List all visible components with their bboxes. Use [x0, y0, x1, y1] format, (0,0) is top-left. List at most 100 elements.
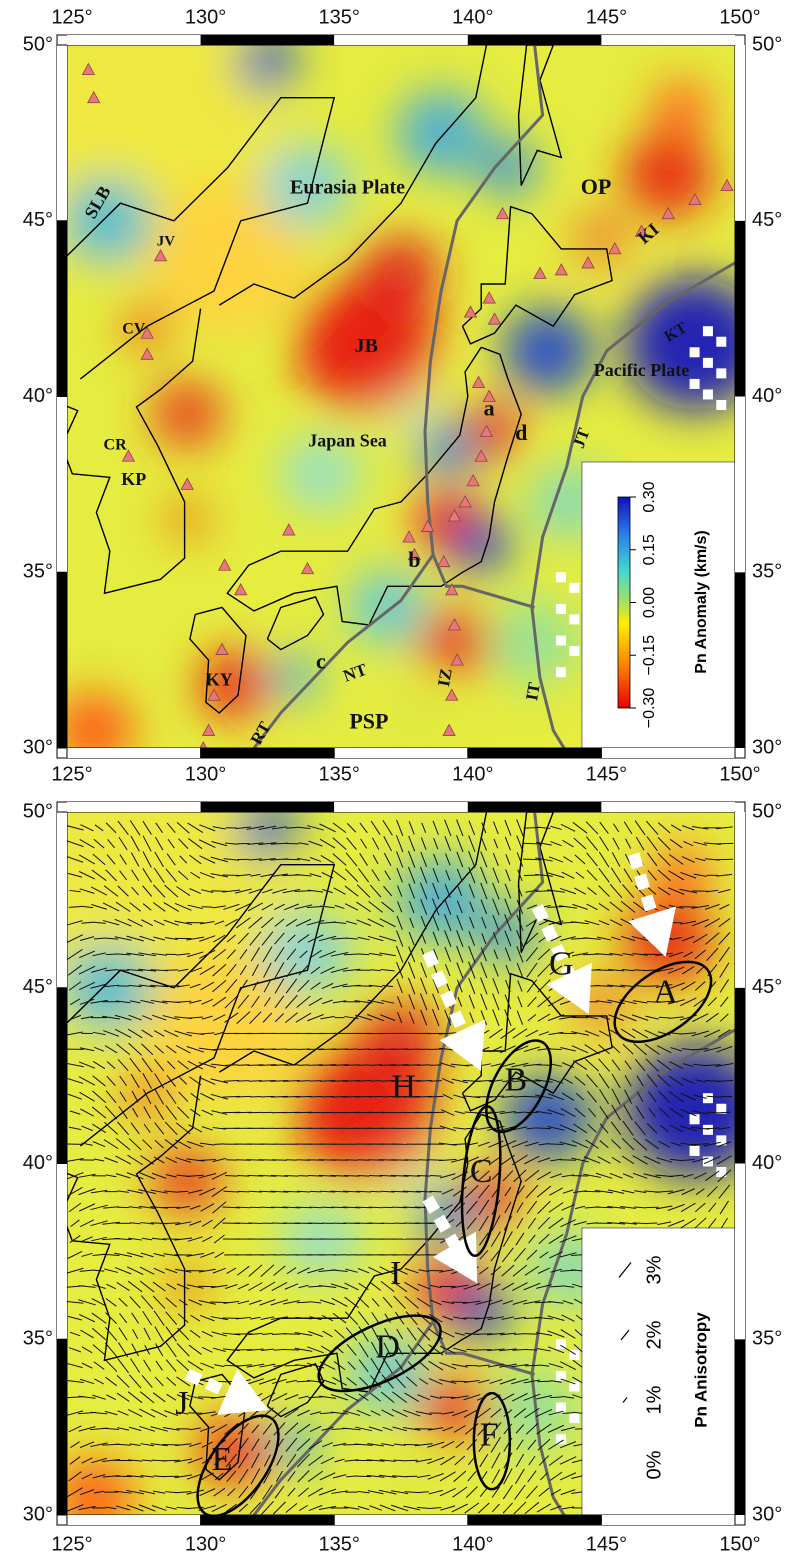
- anisotropy-bar: [79, 1489, 95, 1496]
- anisotropy-bar: [414, 1095, 433, 1098]
- volcano: [402, 530, 416, 543]
- frame-segment: [334, 748, 468, 758]
- anisotropy-bar: [94, 824, 104, 832]
- anisotropy-bar: [380, 1080, 395, 1082]
- anisotropy-bar: [153, 1267, 165, 1274]
- anisotropy-bar: [248, 858, 262, 861]
- anisotropy-bar: [92, 921, 106, 924]
- anisotropy-bar: [659, 904, 670, 910]
- anisotropy-bar: [285, 994, 298, 1009]
- anisotropy-bar: [236, 917, 251, 929]
- anisotropy-bar: [308, 840, 323, 847]
- anisotropy-bar: [270, 1174, 289, 1177]
- anisotropy-bar: [548, 1202, 564, 1213]
- anisotropy-bar: [517, 885, 523, 897]
- anisotropy-bar: [80, 1108, 94, 1117]
- anisotropy-bar: [274, 918, 285, 927]
- anisotropy-bar: [68, 1093, 82, 1100]
- anisotropy-bar: [453, 1470, 467, 1483]
- anisotropy-bar: [550, 1173, 562, 1179]
- anisotropy-bar: [703, 1141, 721, 1147]
- anisotropy-bar: [584, 1030, 600, 1037]
- anisotropy-bar: [321, 1426, 334, 1431]
- anisotropy-bar: [491, 1469, 501, 1484]
- anomaly-blob: [280, 435, 361, 512]
- anisotropy-bar: [142, 903, 152, 911]
- coastline: [266, 1363, 325, 1418]
- anisotropy-bar: [212, 979, 227, 993]
- anisotropy-bar: [478, 1184, 490, 1199]
- anisotropy-bar: [527, 1470, 537, 1483]
- anisotropy-bar: [117, 1410, 129, 1416]
- anisotropy-bar: [69, 998, 81, 1006]
- anisotropy-bar: [407, 1361, 416, 1371]
- anisotropy-bar: [163, 901, 180, 912]
- anisotropy-bar: [428, 1427, 444, 1431]
- anisotropy-bar: [561, 1204, 575, 1211]
- frame-segment: [467, 748, 602, 758]
- anisotropy-bar: [468, 884, 475, 899]
- volcano: [474, 449, 488, 462]
- anisotropy-bar: [587, 1090, 597, 1103]
- anisotropy-bar: [67, 840, 84, 848]
- anisotropy-bar: [163, 1029, 179, 1038]
- anisotropy-bar: [658, 1107, 670, 1118]
- anisotropy-bar: [309, 1316, 322, 1321]
- volcano: [581, 256, 595, 269]
- anisotropy-bar: [681, 1188, 695, 1196]
- anisotropy-bar: [319, 1080, 336, 1082]
- anisotropy-bar: [429, 1080, 442, 1082]
- anisotropy-bar: [107, 839, 115, 849]
- anisotropy-bar: [548, 920, 564, 926]
- anisotropy-bar: [199, 1187, 216, 1196]
- anisotropy-bar: [345, 1327, 358, 1341]
- anisotropy-bar: [478, 1437, 490, 1453]
- anisotropy-bar: [492, 867, 500, 884]
- frame-segment: [601, 1515, 735, 1525]
- volcano: [661, 206, 675, 220]
- anisotropy-bar: [355, 1095, 373, 1098]
- anisotropy-bar: [382, 819, 393, 836]
- anisotropy-bar: [367, 935, 384, 942]
- anisotropy-bar: [462, 1300, 481, 1305]
- anisotropy-bar: [140, 999, 155, 1004]
- anisotropy-bar: [178, 1299, 188, 1306]
- anisotropy-bar: [703, 1155, 721, 1165]
- anisotropy-bar: [330, 1283, 349, 1290]
- anisotropy-bar: [369, 952, 383, 956]
- anisotropy-bar: [396, 851, 404, 868]
- anisotropy-bar: [226, 949, 236, 960]
- anisotropy-bar: [381, 999, 394, 1004]
- anisotropy-bar: [670, 1141, 682, 1147]
- anisotropy-bar: [249, 931, 262, 946]
- anisotropy-bar: [90, 1411, 108, 1415]
- anisotropy-bar: [668, 1075, 684, 1087]
- anisotropy-bar: [444, 836, 452, 852]
- anisotropy-bar: [504, 1009, 512, 1026]
- anisotropy-bar: [440, 1505, 456, 1511]
- anisotropy-bar: [403, 1505, 420, 1511]
- anisotropy-bar: [669, 1124, 684, 1133]
- anisotropy-bar: [587, 1107, 597, 1118]
- anisotropy-bar: [420, 916, 427, 930]
- anisotropy-bar: [417, 1327, 431, 1341]
- anisotropy-bar: [432, 914, 440, 931]
- anisotropy-bar: [504, 930, 512, 947]
- frame-segment: [735, 1339, 745, 1515]
- anisotropy-bar: [237, 1175, 250, 1177]
- anisotropy-bar: [622, 952, 634, 956]
- anisotropy-bar: [369, 1174, 383, 1177]
- anisotropy-bar: [561, 1314, 575, 1322]
- anisotropy-bar: [263, 1454, 271, 1467]
- anisotropy-bar: [237, 1300, 250, 1305]
- anisotropy-bar: [451, 1363, 468, 1368]
- anisotropy-bar: [92, 1344, 106, 1356]
- coastline: [461, 205, 613, 345]
- anisotropy-bar: [512, 1154, 528, 1166]
- anisotropy-bar: [548, 1078, 564, 1084]
- anisotropy-bar: [667, 999, 685, 1005]
- anisotropy-bar: [271, 1048, 287, 1051]
- anisotropy-bar: [155, 1360, 163, 1371]
- anisotropy-bar: [142, 1459, 153, 1462]
- anisotropy-bar: [537, 1157, 551, 1163]
